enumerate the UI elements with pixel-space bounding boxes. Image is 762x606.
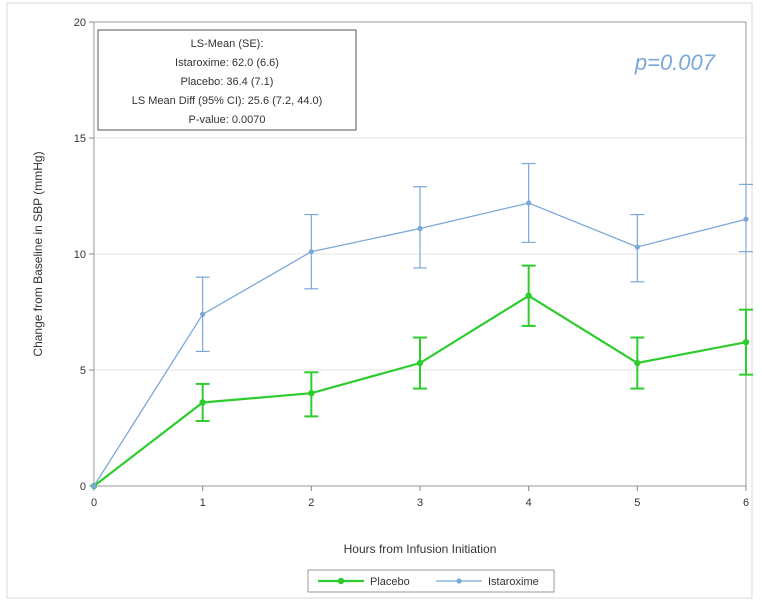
x-tick-label: 3 (417, 497, 423, 509)
stats-line: Placebo: 36.4 (7.1) (181, 76, 274, 88)
placebo-line (93, 294, 747, 487)
stats-line: P-value: 0.0070 (188, 114, 265, 126)
placebo-point (634, 359, 641, 367)
legend-label-placebo: Placebo (370, 576, 410, 588)
istaroxime-point (417, 225, 423, 232)
legend-label-istaroxime: Istaroxime (488, 576, 539, 588)
x-tick-label: 2 (308, 497, 314, 509)
placebo-point (308, 390, 315, 397)
legend: Placebo Istaroxime (307, 569, 555, 593)
x-tick-label: 1 (200, 497, 206, 509)
istaroxime-point (634, 244, 640, 250)
y-axis: 0 5 10 15 20 (74, 17, 94, 493)
y-axis-title: Change from Baseline in SBP (mmHg) (31, 151, 45, 356)
istaroxime-point (526, 200, 532, 206)
stats-box-frame (97, 29, 357, 131)
x-axis-title: Hours from Infusion Initiation (344, 542, 497, 556)
x-axis: 0 1 2 3 4 5 6 (91, 486, 749, 509)
x-tick-label: 0 (91, 497, 97, 509)
placebo-point (199, 399, 206, 406)
placebo-point (416, 359, 424, 367)
x-tick-label: 4 (526, 497, 532, 509)
istaroxime-point (308, 249, 314, 255)
y-tick-label: 20 (74, 17, 86, 29)
y-tick-label: 10 (74, 249, 86, 261)
stats-box: LS-Mean (SE): Istaroxime: 62.0 (6.6) Pla… (97, 29, 357, 131)
istaroxime-point (200, 311, 206, 317)
p-value-annotation: p=0.007 (634, 50, 716, 75)
placebo-point (742, 338, 750, 346)
y-tick-label: 5 (80, 365, 86, 377)
stats-line: LS Mean Diff (95% CI): 25.6 (7.2, 44.0) (132, 95, 323, 107)
figure-frame (6, 2, 753, 599)
istaroxime-point (91, 483, 97, 489)
legend-marker-placebo (337, 577, 345, 585)
y-tick-label: 0 (80, 481, 86, 493)
stats-line: Istaroxime: 62.0 (6.6) (175, 57, 279, 69)
series (90, 162, 753, 490)
legend-marker-istaroxime (456, 578, 462, 584)
x-tick-label: 5 (634, 497, 640, 509)
y-tick-label: 15 (74, 133, 86, 145)
stats-line: LS-Mean (SE): (191, 38, 264, 50)
istaroxime-point (743, 216, 749, 222)
x-tick-label: 6 (743, 497, 749, 509)
placebo-point (525, 292, 532, 299)
legend-frame (307, 569, 555, 593)
